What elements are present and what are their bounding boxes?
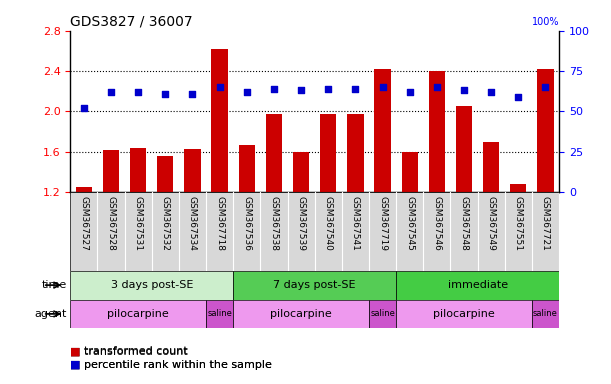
Text: 3 days post-SE: 3 days post-SE bbox=[111, 280, 193, 290]
Point bbox=[296, 87, 306, 93]
Bar bbox=[206, 300, 233, 328]
Text: GSM367549: GSM367549 bbox=[487, 196, 496, 251]
Text: GSM367719: GSM367719 bbox=[378, 196, 387, 251]
Bar bbox=[185, 149, 200, 192]
Text: GSM367721: GSM367721 bbox=[541, 196, 550, 251]
Text: saline: saline bbox=[207, 310, 232, 318]
Point bbox=[161, 91, 170, 97]
Bar bbox=[239, 145, 255, 192]
Text: GSM367534: GSM367534 bbox=[188, 196, 197, 251]
Text: GSM367528: GSM367528 bbox=[106, 196, 115, 251]
Bar bbox=[375, 69, 390, 192]
Text: GSM367718: GSM367718 bbox=[215, 196, 224, 251]
Bar bbox=[320, 114, 337, 192]
Bar bbox=[157, 156, 174, 192]
Bar bbox=[369, 300, 396, 328]
Bar bbox=[70, 300, 206, 328]
Bar bbox=[456, 106, 472, 192]
Text: ■ transformed count: ■ transformed count bbox=[70, 346, 188, 356]
Text: immediate: immediate bbox=[447, 280, 508, 290]
Text: 7 days post-SE: 7 days post-SE bbox=[273, 280, 356, 290]
Bar bbox=[532, 300, 559, 328]
Text: time: time bbox=[42, 280, 67, 290]
Text: GSM367551: GSM367551 bbox=[514, 196, 523, 251]
Point bbox=[214, 84, 224, 90]
Bar bbox=[211, 49, 228, 192]
Point bbox=[405, 89, 415, 95]
Text: ■: ■ bbox=[70, 360, 81, 370]
Bar bbox=[396, 271, 559, 300]
Bar bbox=[266, 114, 282, 192]
Bar bbox=[293, 152, 309, 192]
Point bbox=[541, 84, 551, 90]
Text: percentile rank within the sample: percentile rank within the sample bbox=[84, 360, 271, 370]
Bar bbox=[76, 187, 92, 192]
Point bbox=[459, 87, 469, 93]
Bar bbox=[510, 184, 527, 192]
Text: GSM367546: GSM367546 bbox=[433, 196, 441, 251]
Point bbox=[432, 84, 442, 90]
Point bbox=[133, 89, 143, 95]
Bar bbox=[537, 69, 554, 192]
Text: saline: saline bbox=[370, 310, 395, 318]
Text: GDS3827 / 36007: GDS3827 / 36007 bbox=[70, 14, 193, 28]
Point bbox=[106, 89, 116, 95]
Text: ■ percentile rank within the sample: ■ percentile rank within the sample bbox=[70, 360, 272, 370]
Point bbox=[323, 86, 333, 92]
Text: ■: ■ bbox=[70, 346, 81, 356]
Text: agent: agent bbox=[35, 309, 67, 319]
Bar bbox=[70, 192, 559, 271]
Bar bbox=[483, 142, 499, 192]
Text: GSM367541: GSM367541 bbox=[351, 196, 360, 251]
Text: GSM367539: GSM367539 bbox=[296, 196, 306, 251]
Bar bbox=[103, 150, 119, 192]
Point bbox=[188, 91, 197, 97]
Text: pilocarpine: pilocarpine bbox=[433, 309, 495, 319]
Bar bbox=[429, 71, 445, 192]
Point bbox=[242, 89, 252, 95]
Text: 100%: 100% bbox=[532, 18, 559, 28]
Bar bbox=[401, 152, 418, 192]
Text: saline: saline bbox=[533, 310, 558, 318]
Bar bbox=[70, 271, 233, 300]
Text: pilocarpine: pilocarpine bbox=[108, 309, 169, 319]
Bar bbox=[396, 300, 532, 328]
Text: GSM367527: GSM367527 bbox=[79, 196, 89, 251]
Bar bbox=[347, 114, 364, 192]
Point bbox=[79, 105, 89, 111]
Bar bbox=[233, 271, 396, 300]
Text: GSM367536: GSM367536 bbox=[243, 196, 251, 251]
Point bbox=[486, 89, 496, 95]
Text: transformed count: transformed count bbox=[84, 346, 188, 356]
Bar bbox=[233, 300, 369, 328]
Point bbox=[269, 86, 279, 92]
Text: GSM367532: GSM367532 bbox=[161, 196, 170, 251]
Text: GSM367538: GSM367538 bbox=[269, 196, 279, 251]
Text: pilocarpine: pilocarpine bbox=[270, 309, 332, 319]
Text: GSM367548: GSM367548 bbox=[459, 196, 469, 251]
Point bbox=[513, 94, 523, 100]
Point bbox=[378, 84, 387, 90]
Bar bbox=[130, 148, 146, 192]
Text: GSM367545: GSM367545 bbox=[405, 196, 414, 251]
Text: GSM367531: GSM367531 bbox=[134, 196, 142, 251]
Point bbox=[351, 86, 360, 92]
Text: GSM367540: GSM367540 bbox=[324, 196, 333, 251]
